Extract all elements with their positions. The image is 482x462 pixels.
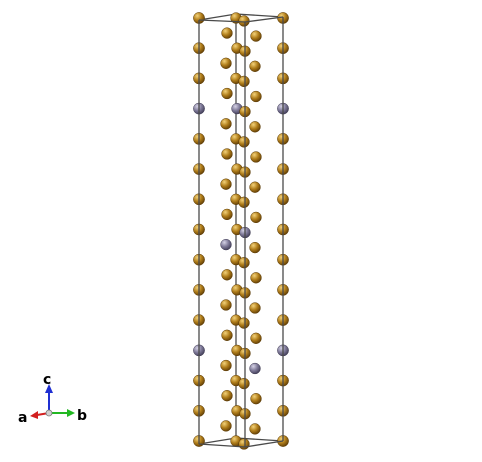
atom-interior-primary [238,377,250,390]
axis-a-arrowhead [30,411,38,419]
atom-interior-primary [238,257,250,269]
atom-interior-primary [249,423,261,435]
atom-interior-primary [221,87,233,100]
atom-interior-primary [249,302,261,314]
atom-interior-primary [221,269,233,281]
atom-interior-primary [221,390,233,402]
atom-interior-primary [249,181,261,193]
atom-interior-primary [221,148,233,160]
atom-interior-primary [238,75,250,88]
atom-interior-primary [250,393,262,405]
atom-interior-primary [221,208,233,221]
atom-interior-primary [238,136,250,148]
atom-interior-primary [220,299,232,311]
atom-interior-primary [238,438,250,450]
unit-cell-front-edges [198,16,284,448]
cell-edge-bottom-front-right [244,440,284,448]
atom-interior-primary [249,60,261,72]
cell-edge-top-back-right [235,13,284,18]
atom-interior-primary [221,27,233,39]
atom-interior-primary [250,151,262,163]
atom-interior-primary [250,211,262,224]
atom-interior-primary [220,420,232,432]
axes-indicator: c b a [18,372,87,426]
atom-interior-primary [250,30,262,42]
atom-interior-secondary [249,362,261,375]
axis-origin [45,409,53,417]
axis-b-label: b [77,408,87,424]
atom-interior-primary [238,317,250,329]
axis-a-label: a [18,410,27,426]
atom-interior-primary [221,329,233,341]
atom-interior-primary [220,178,232,190]
atoms-layer [193,12,289,450]
atom-interior-primary [220,118,232,130]
atom-interior-primary [250,332,262,344]
atom-interior-primary [220,57,232,69]
atom-interior-primary [220,359,232,372]
atom-interior-primary [250,90,262,103]
axis-c-arrowhead [45,384,53,393]
axis-c-label: c [43,372,51,388]
atom-interior-secondary [220,238,232,251]
cell-edge-top-front-right [244,16,284,23]
atom-interior-primary [238,196,250,208]
atom-interior-primary [250,272,262,284]
axis-b-arrowhead [67,409,75,417]
cell-edge-top-left-back [198,13,237,21]
cell-edge-bottom-left-back [198,437,237,445]
atom-interior-primary [249,241,261,254]
cell-edge-top-left-front [198,19,246,23]
cell-edge-bottom-left-front [198,443,246,448]
atom-interior-primary [249,121,261,133]
